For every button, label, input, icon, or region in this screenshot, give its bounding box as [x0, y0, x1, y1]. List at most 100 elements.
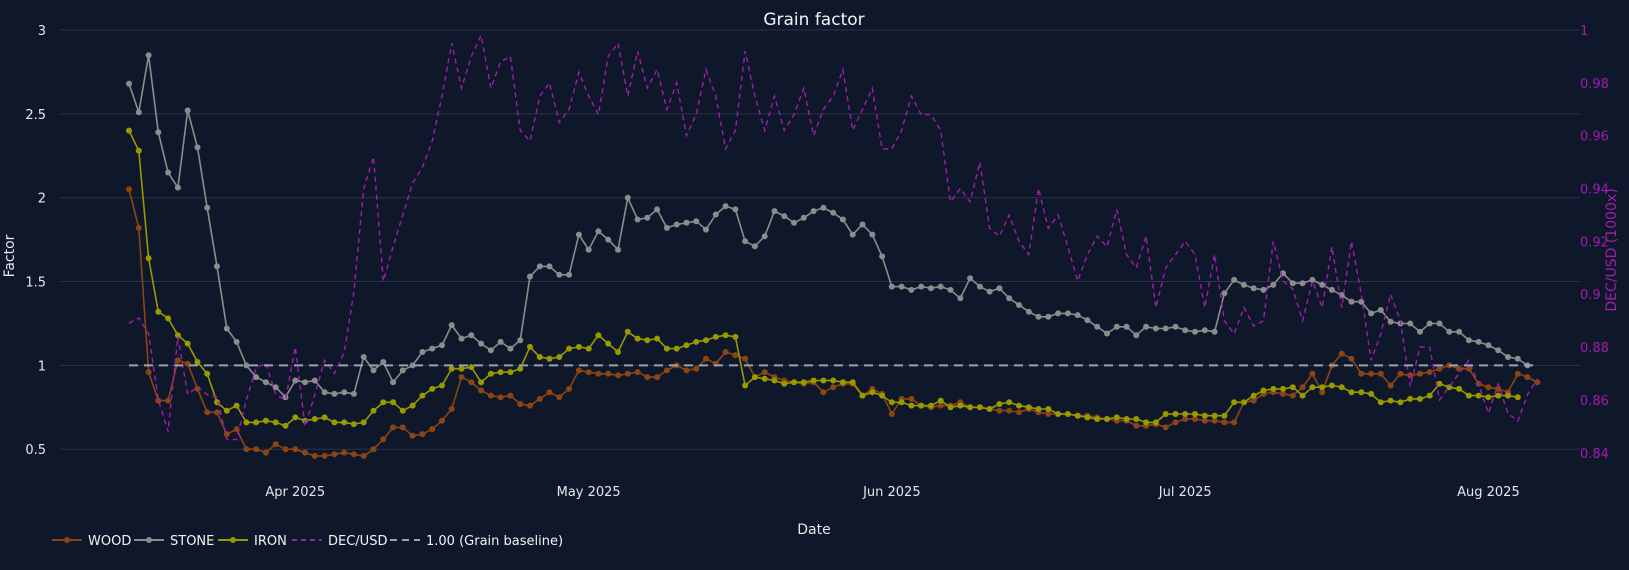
y2-tick-label: 0.88 — [1580, 341, 1609, 356]
data-point-wood — [204, 409, 211, 416]
data-point-stone — [703, 226, 709, 233]
data-point-iron — [1025, 404, 1032, 411]
data-point-wood — [1338, 350, 1345, 357]
data-point-stone — [996, 285, 1003, 292]
data-point-wood — [585, 369, 592, 376]
data-point-wood — [214, 409, 220, 416]
data-point-iron — [223, 407, 230, 414]
data-point-iron — [986, 406, 993, 412]
data-point-stone — [585, 246, 592, 253]
y2-tick-label: 0.9 — [1580, 288, 1601, 303]
data-point-iron — [1280, 385, 1286, 392]
data-point-wood — [595, 370, 602, 377]
data-point-wood — [1456, 365, 1463, 372]
y-axis-right: 0.84 0.86 0.88 0.9 0.92 0.94 0.96 0.98 1 — [1580, 24, 1609, 462]
data-point-wood — [1280, 390, 1286, 397]
data-point-stone — [1309, 276, 1316, 283]
data-point-stone — [566, 271, 573, 278]
data-point-stone — [184, 107, 191, 114]
data-point-wood — [487, 392, 494, 399]
y2-axis-label: DEC/USD (1000x) — [1604, 188, 1620, 311]
data-point-stone — [986, 288, 993, 295]
data-point-wood — [820, 389, 827, 396]
data-point-iron — [556, 354, 563, 360]
data-point-wood — [390, 424, 397, 431]
data-point-wood — [350, 451, 357, 458]
data-point-stone — [174, 184, 181, 191]
data-point-stone — [253, 374, 260, 381]
y2-tick-label: 0.98 — [1580, 77, 1609, 92]
data-point-stone — [957, 295, 964, 302]
data-point-stone — [321, 389, 328, 396]
data-point-stone — [1016, 302, 1022, 308]
legend-label-wood: WOOD — [88, 534, 131, 549]
data-point-stone — [204, 204, 211, 211]
data-point-wood — [683, 367, 690, 374]
data-point-stone — [1113, 323, 1120, 330]
data-point-wood — [331, 451, 338, 458]
data-point-stone — [820, 204, 827, 211]
data-point-stone — [595, 228, 602, 235]
data-point-wood — [1348, 355, 1355, 362]
data-point-wood — [497, 394, 504, 401]
data-point-iron — [1035, 406, 1042, 412]
data-point-stone — [800, 214, 807, 221]
data-point-stone — [1289, 280, 1296, 287]
data-point-stone — [1358, 298, 1365, 305]
data-point-iron — [957, 402, 964, 409]
data-point-iron — [800, 379, 807, 386]
data-point-wood — [409, 432, 416, 439]
data-point-iron — [1485, 394, 1492, 401]
data-point-stone — [1064, 310, 1071, 317]
data-point-stone — [1084, 317, 1091, 324]
data-point-wood — [527, 402, 533, 409]
data-point-iron — [1074, 412, 1081, 419]
data-point-iron — [1240, 399, 1247, 406]
data-point-stone — [761, 233, 768, 240]
data-point-stone — [849, 231, 856, 238]
x-axis: Apr 2025 May 2025 Jun 2025 Jul 2025 Aug 2025 — [265, 485, 1519, 500]
data-point-iron — [703, 337, 709, 344]
data-point-stone — [918, 283, 925, 290]
data-point-stone — [1221, 290, 1228, 297]
data-point-stone — [1045, 313, 1052, 320]
data-point-stone — [1133, 332, 1140, 339]
data-point-iron — [390, 399, 397, 406]
legend-marker-stone — [146, 537, 152, 543]
series-line-stone — [128, 55, 1528, 399]
data-point-iron — [1387, 397, 1394, 404]
data-point-stone — [751, 243, 758, 250]
data-point-stone — [673, 221, 680, 228]
data-point-stone — [399, 367, 406, 374]
data-point-iron — [1417, 395, 1423, 402]
data-point-iron — [1514, 394, 1521, 401]
data-point-iron — [693, 338, 700, 345]
y-tick-label: 2.5 — [25, 108, 46, 123]
data-point-iron — [174, 332, 181, 339]
data-point-wood — [1397, 370, 1404, 377]
data-point-wood — [448, 406, 455, 412]
data-point-iron — [380, 399, 387, 406]
data-point-stone — [331, 390, 338, 397]
data-point-iron — [918, 402, 925, 409]
data-point-iron — [634, 335, 641, 342]
data-point-stone — [556, 271, 563, 278]
data-point-stone — [810, 208, 817, 215]
data-point-stone — [1094, 323, 1101, 330]
data-point-iron — [1094, 416, 1101, 422]
data-point-iron — [908, 402, 915, 409]
data-point-stone — [478, 340, 485, 347]
data-point-stone — [654, 206, 661, 213]
data-point-stone — [1182, 327, 1189, 334]
data-point-wood — [507, 392, 514, 399]
x-tick-label: May 2025 — [557, 485, 621, 500]
data-point-iron — [1348, 389, 1355, 396]
data-point-iron — [1152, 419, 1159, 426]
data-point-wood — [1172, 419, 1179, 426]
legend: WOOD STONE IRON DEC/USD 1.00 (Grain baseline… — [52, 534, 563, 549]
data-point-stone — [888, 283, 895, 290]
chart-title: Grain factor — [763, 10, 864, 30]
data-point-stone — [1456, 328, 1463, 335]
data-point-iron — [1192, 411, 1198, 417]
